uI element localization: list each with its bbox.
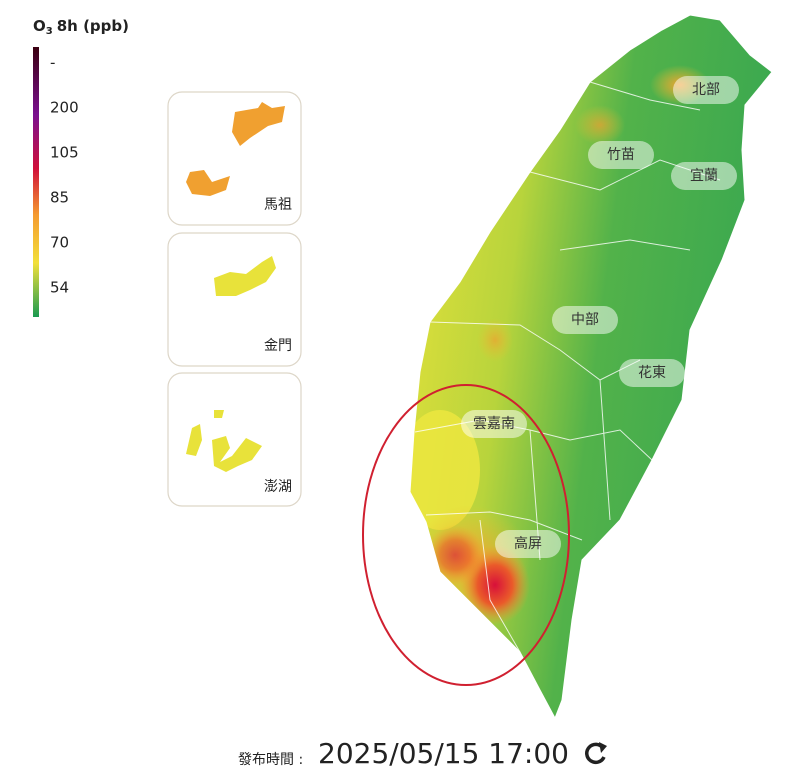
legend-title-main: O bbox=[33, 17, 46, 35]
inset-label: 金門 bbox=[264, 338, 292, 354]
kinmen-shape bbox=[214, 256, 276, 296]
legend-ticks: - 200 105 85 70 54 bbox=[50, 54, 79, 297]
region-label: 花東 bbox=[638, 365, 666, 381]
region-label: 北部 bbox=[692, 82, 720, 98]
region-label: 中部 bbox=[571, 312, 599, 328]
legend-title-rest: 8h (ppb) bbox=[57, 17, 129, 35]
legend-tick-label: 54 bbox=[50, 279, 69, 297]
legend-title-sub: 3 bbox=[46, 26, 53, 37]
inset-label: 馬祖 bbox=[264, 197, 292, 213]
region-label: 宜蘭 bbox=[690, 168, 718, 184]
region-labels: 北部 竹苗 宜蘭 中部 花東 雲嘉南 高屏 bbox=[461, 76, 739, 558]
inset-label: 澎湖 bbox=[264, 479, 292, 495]
penghu-shape bbox=[186, 410, 262, 472]
legend-title: O3 8h (ppb) bbox=[33, 17, 129, 38]
inset-box bbox=[167, 372, 302, 507]
legend-tick-label: 70 bbox=[50, 234, 69, 252]
matsu-shape bbox=[186, 170, 230, 196]
footer-label: 發布時間 : bbox=[238, 752, 303, 768]
insets: 馬祖 金門 澎湖 bbox=[167, 91, 302, 507]
refresh-button[interactable] bbox=[585, 742, 607, 765]
legend-tick-label: - bbox=[50, 54, 55, 72]
legend-tick-label: 105 bbox=[50, 144, 79, 162]
region-label: 高屏 bbox=[514, 535, 542, 552]
highlight-circle bbox=[362, 384, 570, 686]
taiwan-map bbox=[362, 14, 773, 719]
matsu-shape bbox=[232, 102, 285, 146]
legend-tick-label: 200 bbox=[50, 99, 79, 117]
color-scale bbox=[33, 47, 39, 317]
region-label: 雲嘉南 bbox=[473, 416, 515, 432]
legend-tick-label: 85 bbox=[50, 189, 69, 207]
publish-time: 2025/05/15 17:00 bbox=[318, 737, 569, 770]
region-label: 竹苗 bbox=[607, 147, 635, 163]
